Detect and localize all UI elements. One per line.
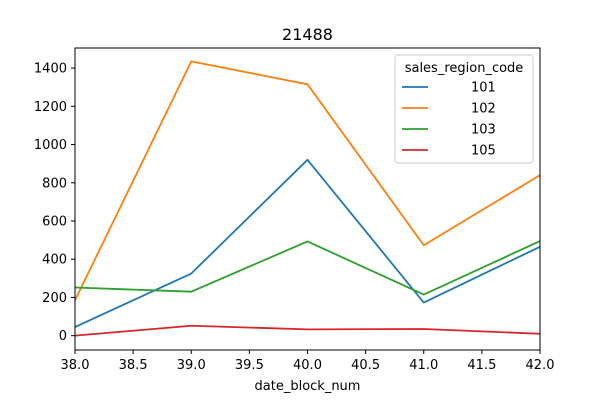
x-tick-label: 41.0 bbox=[409, 358, 438, 373]
x-tick-label: 40.0 bbox=[293, 358, 322, 373]
y-tick-label: 400 bbox=[42, 253, 67, 268]
x-tick-label: 39.5 bbox=[235, 358, 264, 373]
legend-label-105: 105 bbox=[471, 144, 496, 159]
y-tick-label: 0 bbox=[59, 329, 67, 344]
y-axis: 0 200 400 600 800 1000 1200 1400 bbox=[34, 62, 75, 344]
x-tick-label: 40.5 bbox=[351, 358, 380, 373]
y-tick-label: 1400 bbox=[34, 62, 67, 77]
x-tick-label: 38.0 bbox=[61, 358, 90, 373]
plot-frame bbox=[74, 47, 541, 351]
series-line-105 bbox=[74, 324, 541, 337]
y-tick-label: 200 bbox=[42, 291, 67, 306]
series-line-102 bbox=[74, 60, 541, 301]
y-tick-label: 800 bbox=[42, 176, 67, 191]
x-tick-label: 41.5 bbox=[467, 358, 496, 373]
x-tick-label: 39.0 bbox=[177, 358, 206, 373]
y-tick-label: 600 bbox=[42, 214, 67, 229]
series-line-101 bbox=[74, 158, 541, 328]
legend-entries: 101 102 103 105 bbox=[402, 81, 496, 159]
y-tick-label: 1000 bbox=[34, 138, 67, 153]
legend-label-101: 101 bbox=[471, 81, 496, 96]
legend: sales_region_code 101 102 103 105 bbox=[394, 54, 534, 164]
chart-title: 21488 bbox=[282, 25, 333, 44]
legend-label-102: 102 bbox=[471, 102, 496, 117]
x-tick-label: 42.0 bbox=[526, 358, 555, 373]
y-tick-label: 1200 bbox=[34, 100, 67, 115]
series-line-103 bbox=[74, 240, 541, 296]
legend-label-103: 103 bbox=[471, 123, 496, 138]
x-tick-label: 38.5 bbox=[119, 358, 148, 373]
x-axis: 38.0 38.5 39.0 39.5 40.0 40.5 41.0 41.5 42.0 bbox=[61, 350, 555, 373]
plot-lines bbox=[74, 60, 541, 337]
legend-box bbox=[394, 54, 534, 164]
x-axis-title: date_block_num bbox=[255, 379, 361, 394]
legend-title: sales_region_code bbox=[405, 61, 524, 76]
